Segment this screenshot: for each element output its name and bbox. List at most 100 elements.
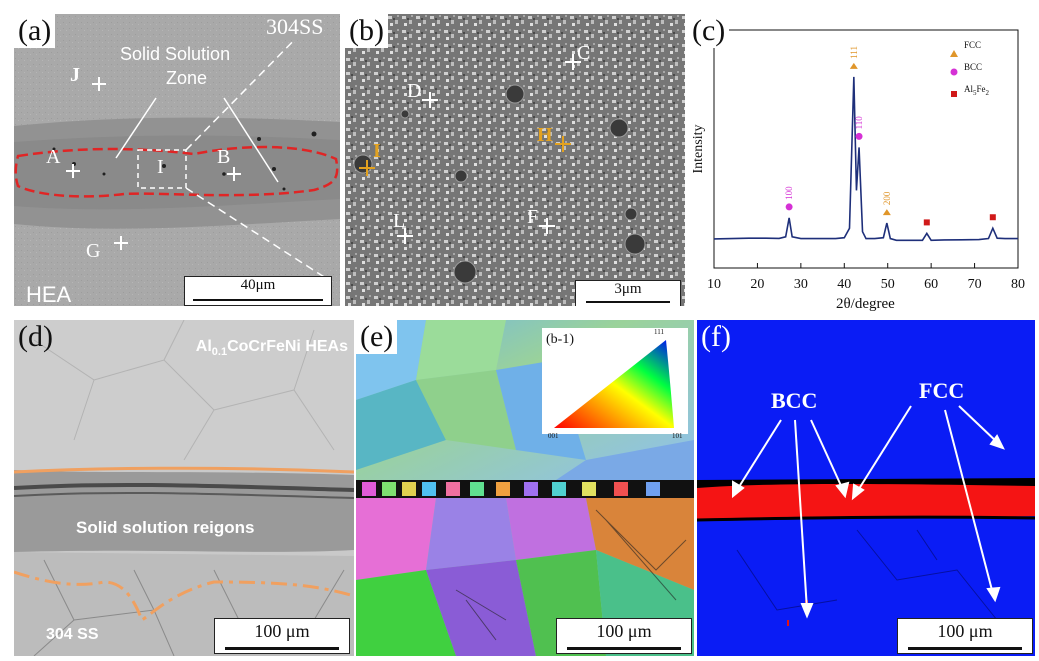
legend-fcc-marker xyxy=(950,50,958,57)
peak-marker-5 xyxy=(989,214,996,221)
small-grains-row xyxy=(362,482,660,496)
panel-a-image xyxy=(14,14,340,306)
x-tick-label-7: 80 xyxy=(1011,277,1025,292)
point-a: A xyxy=(46,146,61,168)
peak-marker-3 xyxy=(882,209,891,216)
bcc-band xyxy=(697,484,1035,520)
peak-marker-2 xyxy=(855,132,863,140)
scale-bar-a-text: 40μm xyxy=(240,277,276,293)
peak-label-3: 200 xyxy=(882,191,892,205)
x-tick-label-0: 10 xyxy=(707,277,721,292)
legend-bcc-text: BCC xyxy=(964,62,983,72)
panel-f-image xyxy=(697,320,1035,656)
region-hea-label: HEA xyxy=(26,282,72,306)
x-axis-label: 2θ/degree xyxy=(836,296,895,312)
peak-label-2: 110 xyxy=(854,116,864,130)
y-axis-label: Intensity xyxy=(691,125,706,174)
point-crosses-orange xyxy=(359,136,571,176)
peak-marker-4 xyxy=(923,219,930,226)
scale-bar-a: 40μm xyxy=(184,276,332,306)
point-f: F xyxy=(527,206,539,228)
scale-bar-a-line xyxy=(193,299,323,301)
pores xyxy=(52,131,317,191)
panel-e-image xyxy=(356,320,694,656)
annotation-arrows xyxy=(732,405,1005,619)
hea-title: Al0.1CoCrFeNi HEAs xyxy=(196,338,348,358)
panel-d: (d) Al0.1CoCrFeNi HEAs Solid solution re… xyxy=(14,320,354,656)
solid-solution-zone-label-2: Zone xyxy=(166,68,208,88)
x-tick-label-4: 50 xyxy=(881,277,895,292)
point-crosses xyxy=(66,77,241,250)
bcc-label: BCC xyxy=(771,388,818,413)
scale-bar-b-line xyxy=(586,301,670,303)
ipf-111-label: 111 xyxy=(654,328,664,336)
point-i: I xyxy=(157,156,164,178)
hea-title-pre: Al xyxy=(195,338,212,355)
peak-label-0: 100 xyxy=(784,186,794,200)
x-tick-label-6: 70 xyxy=(968,277,982,292)
solid-solution-boundary xyxy=(14,145,339,198)
panel-e-label: (e) xyxy=(356,320,398,354)
x-tick-label-5: 60 xyxy=(924,277,938,292)
scale-bar-d: 100 μm xyxy=(214,618,350,654)
panel-f-label: (f) xyxy=(701,320,731,353)
peak-marker-1 xyxy=(849,62,858,69)
panel-e: (e) (b-1) 111 001 101 100 μm xyxy=(356,320,694,656)
plot-frame xyxy=(713,29,1019,269)
hea-title-sub: 0.1 xyxy=(211,346,228,359)
scale-bar-f: 100 μm xyxy=(897,618,1033,654)
solid-solution-regions-label: Solid solution reigons xyxy=(76,518,255,537)
point-b: B xyxy=(217,146,231,168)
x-tick-label-3: 40 xyxy=(837,277,851,292)
point-d: D xyxy=(407,80,422,102)
ipf-001-label: 001 xyxy=(548,432,559,440)
panel-f: (f) BCC FCC 100 μm xyxy=(697,320,1035,656)
peak-marker-0 xyxy=(785,203,793,211)
precipitate-particles xyxy=(353,84,646,284)
scale-bar-f-line xyxy=(908,647,1022,650)
panel-c-label: (c) xyxy=(688,14,730,48)
ipf-inset-label: (b-1) xyxy=(546,332,574,347)
fcc-label: FCC xyxy=(919,378,965,403)
xrd-series-line xyxy=(713,76,1018,242)
region-304ss-label-d: 304 SS xyxy=(46,626,99,643)
peak-label-1: 111 xyxy=(849,46,859,59)
legend-fcc-text: FCC xyxy=(964,40,982,50)
scale-bar-e-line xyxy=(567,647,681,650)
scale-bar-d-text: 100 μm xyxy=(254,621,310,641)
legend-bcc-marker xyxy=(950,68,958,76)
scale-bar-e-text: 100 μm xyxy=(596,621,652,641)
scale-bar-b-text: 3μm xyxy=(614,281,642,297)
point-l: L xyxy=(393,210,406,232)
point-c: C xyxy=(577,42,591,64)
panel-c: 10 20 30 40 50 60 70 80 Intensity 100 111 110 200 (c… xyxy=(688,14,1036,316)
x-tick-label-1: 20 xyxy=(750,277,764,292)
legend-alfe-marker xyxy=(951,91,957,97)
panel-b-label: (b) xyxy=(345,14,388,48)
panel-d-label: (d) xyxy=(18,320,53,353)
legend-alfe-text: Al5Fe2 xyxy=(964,84,989,97)
x-tick-label-2: 30 xyxy=(794,277,808,292)
point-g: G xyxy=(86,240,101,262)
ipf-101-label: 101 xyxy=(672,432,683,440)
point-crosses xyxy=(397,54,581,244)
xrd-chart: 10 20 30 40 50 60 70 80 Intensity 100 111 110 200 xyxy=(691,29,1025,292)
panel-d-image xyxy=(14,320,354,656)
panel-b-image xyxy=(345,14,685,306)
region-304ss-label: 304SS xyxy=(266,14,324,40)
lower-boundary-line xyxy=(14,570,354,623)
point-j: J xyxy=(70,64,80,86)
scale-bar-b: 3μm xyxy=(575,280,681,306)
hea-title-post: CoCrFeNi HEAs xyxy=(227,338,348,355)
panel-a: (a) 304SS Solid Solution Zone J A I B G … xyxy=(14,14,340,306)
scale-bar-e: 100 μm xyxy=(556,618,692,654)
ipf-triangle xyxy=(554,340,674,428)
point-h: H xyxy=(537,124,553,146)
panel-b: (b) C D I H L F 3μm xyxy=(345,14,685,306)
scale-bar-f-text: 100 μm xyxy=(937,621,993,641)
solid-solution-zone-label-1: Solid Solution xyxy=(120,44,231,64)
scale-bar-d-line xyxy=(225,647,339,650)
upper-boundary-line xyxy=(14,466,354,474)
panel-a-label: (a) xyxy=(14,14,56,48)
point-i-b: I xyxy=(373,140,381,162)
